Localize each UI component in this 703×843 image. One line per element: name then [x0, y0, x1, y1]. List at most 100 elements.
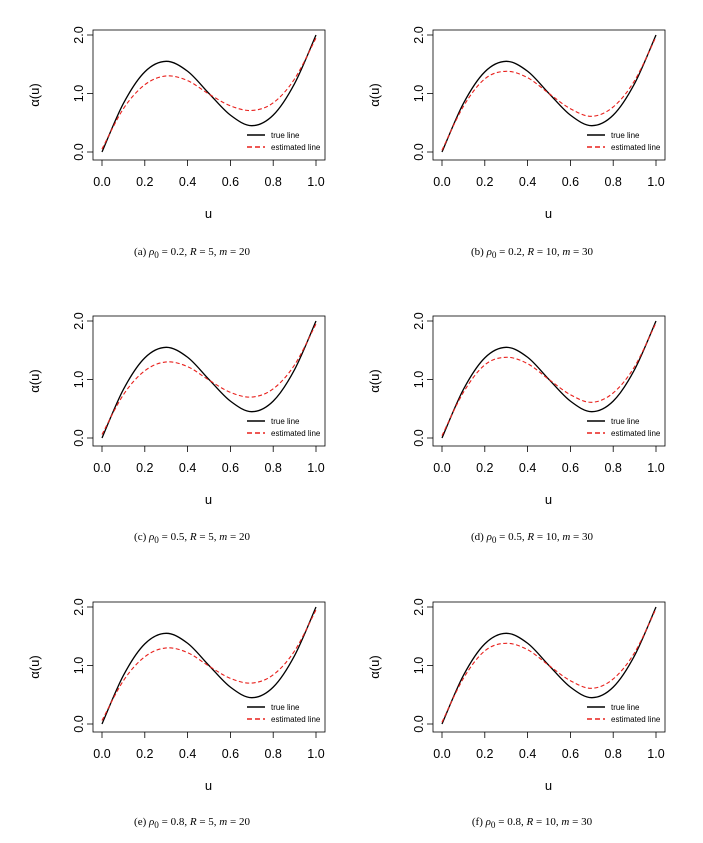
- x-tick-label: 0.2: [476, 175, 493, 189]
- x-tick-label: 0.8: [605, 747, 622, 761]
- x-tick-label: 0.4: [179, 175, 196, 189]
- y-tick-label: 2.0: [72, 598, 86, 615]
- x-tick-label: 0.2: [136, 461, 153, 475]
- x-tick-label: 0.4: [519, 461, 536, 475]
- x-tick-label: 0.6: [222, 461, 239, 475]
- x-tick-label: 0.2: [136, 747, 153, 761]
- x-tick-label: 0.4: [179, 461, 196, 475]
- x-tick-label: 0.8: [265, 461, 282, 475]
- chart-panel-d: 0.0 0.2 0.4 0.6 0.8 1.0 0.0 1.0 2.0 u α(u) true lin…: [367, 312, 666, 507]
- true-line: [101, 320, 317, 439]
- y-tick-label: 1.0: [72, 657, 86, 674]
- legend-estimated-label: estimated line: [611, 429, 661, 438]
- caption-b: (b) ρ0 = 0.2, R = 10, m = 30: [470, 246, 594, 261]
- x-tick-label: 0.6: [222, 175, 239, 189]
- legend-estimated-label: estimated line: [271, 143, 321, 152]
- plot-frame: [92, 601, 326, 733]
- estimated-line: [441, 322, 657, 436]
- caption-f: (f) ρ0 = 0.8, R = 10, m = 30: [471, 816, 593, 831]
- y-tick-label: 0.0: [412, 429, 426, 446]
- y-tick-label: 0.0: [72, 429, 86, 446]
- y-tick-label: 1.0: [72, 371, 86, 388]
- y-tick-label: 2.0: [412, 598, 426, 615]
- x-tick-label: 1.0: [307, 461, 324, 475]
- y-tick-label: 1.0: [412, 85, 426, 102]
- x-tick-label: 0.4: [519, 175, 536, 189]
- caption-c: (c) ρ0 = 0.5, R = 5, m = 20: [134, 531, 250, 546]
- x-axis-label: u: [205, 778, 212, 793]
- caption-d: (d) ρ0 = 0.5, R = 10, m = 30: [470, 531, 594, 546]
- plot-frame: [92, 315, 326, 447]
- legend-true-label: true line: [611, 131, 640, 140]
- y-axis-label: α(u): [367, 369, 382, 392]
- x-tick-label: 0.8: [265, 175, 282, 189]
- plot-frame: [92, 29, 326, 161]
- estimated-line: [441, 36, 657, 151]
- y-tick-label: 1.0: [412, 657, 426, 674]
- y-tick-label: 1.0: [72, 85, 86, 102]
- y-tick-label: 2.0: [412, 26, 426, 43]
- legend-estimated-label: estimated line: [611, 143, 661, 152]
- chart-panel-c: 0.0 0.2 0.4 0.6 0.8 1.0 0.0 1.0 2.0 u α(u) true lin…: [27, 312, 326, 507]
- x-tick-label: 0.0: [93, 747, 110, 761]
- y-axis-label: α(u): [27, 83, 42, 106]
- x-tick-label: 0.4: [519, 747, 536, 761]
- legend-true-label: true line: [271, 131, 300, 140]
- x-tick-label: 0.6: [222, 747, 239, 761]
- x-tick-label: 0.6: [562, 175, 579, 189]
- y-axis-label: α(u): [367, 655, 382, 678]
- y-tick-label: 0.0: [412, 715, 426, 732]
- estimated-line: [441, 608, 657, 723]
- plot-frame: [432, 29, 666, 161]
- x-tick-label: 0.0: [433, 175, 450, 189]
- x-tick-label: 1.0: [647, 747, 664, 761]
- x-tick-label: 1.0: [307, 175, 324, 189]
- legend-true-label: true line: [271, 417, 300, 426]
- plot-frame: [432, 601, 666, 733]
- y-tick-label: 0.0: [412, 143, 426, 160]
- x-tick-label: 0.0: [93, 461, 110, 475]
- x-tick-label: 0.0: [433, 461, 450, 475]
- legend-true-label: true line: [611, 703, 640, 712]
- true-line: [101, 34, 317, 153]
- legend-estimated-label: estimated line: [611, 715, 661, 724]
- x-tick-label: 1.0: [647, 175, 664, 189]
- x-tick-label: 0.4: [179, 747, 196, 761]
- y-tick-label: 2.0: [72, 26, 86, 43]
- chart-panel-b: 0.0 0.2 0.4 0.6 0.8 1.0 0.0 1.0 2.0 u α(u) true lin…: [367, 26, 666, 221]
- x-tick-label: 0.0: [93, 175, 110, 189]
- x-axis-label: u: [205, 492, 212, 507]
- x-axis-label: u: [545, 778, 552, 793]
- x-axis-label: u: [205, 206, 212, 221]
- y-axis-label: α(u): [27, 655, 42, 678]
- chart-panel-f: 0.0 0.2 0.4 0.6 0.8 1.0 0.0 1.0 2.0 u α(u) true lin…: [367, 598, 666, 793]
- y-tick-label: 0.0: [72, 715, 86, 732]
- legend-estimated-label: estimated line: [271, 429, 321, 438]
- legend-estimated-label: estimated line: [271, 715, 321, 724]
- x-tick-label: 0.8: [265, 747, 282, 761]
- plot-frame: [432, 315, 666, 447]
- legend-true-label: true line: [271, 703, 300, 712]
- x-axis-label: u: [545, 492, 552, 507]
- y-axis-label: α(u): [367, 83, 382, 106]
- x-tick-label: 0.2: [476, 747, 493, 761]
- y-tick-label: 2.0: [412, 312, 426, 329]
- chart-panel-e: 0.0 0.2 0.4 0.6 0.8 1.0 0.0 1.0 2.0 u α(u) true lin…: [27, 598, 326, 793]
- true-line: [441, 320, 657, 439]
- x-tick-label: 0.8: [605, 461, 622, 475]
- x-tick-label: 0.0: [433, 747, 450, 761]
- chart-panel-a: 0.0 0.2 0.4 0.6 0.8 1.0 0.0 1.0 2.0 u α(u) true lin…: [27, 26, 326, 221]
- true-line: [101, 606, 317, 725]
- x-tick-label: 0.6: [562, 747, 579, 761]
- x-axis-label: u: [545, 206, 552, 221]
- x-tick-label: 0.8: [605, 175, 622, 189]
- y-axis-label: α(u): [27, 369, 42, 392]
- x-tick-label: 0.6: [562, 461, 579, 475]
- x-tick-label: 0.2: [136, 175, 153, 189]
- x-tick-label: 0.2: [476, 461, 493, 475]
- y-tick-label: 0.0: [72, 143, 86, 160]
- y-tick-label: 2.0: [72, 312, 86, 329]
- legend-true-label: true line: [611, 417, 640, 426]
